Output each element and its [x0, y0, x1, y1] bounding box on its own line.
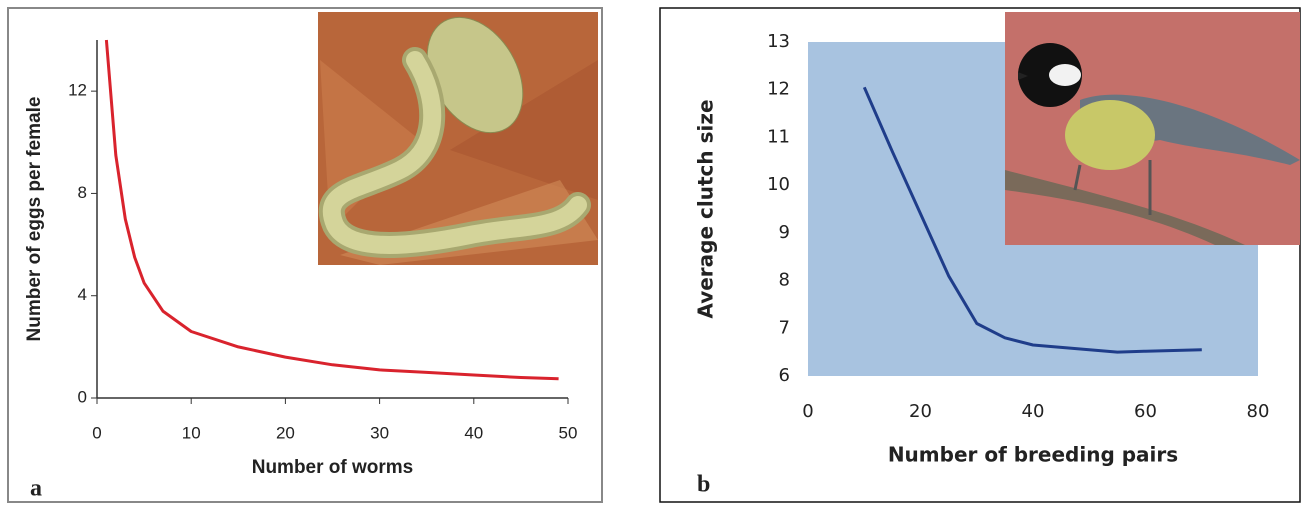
photos — [318, 12, 1300, 265]
y-tick-label: 13 — [767, 31, 790, 52]
y-axis-label: Number of eggs per female — [24, 97, 45, 342]
x-tick-label: 0 — [92, 423, 101, 442]
y-tick-label: 12 — [767, 79, 790, 100]
x-tick-label: 60 — [1134, 401, 1157, 422]
worm-photo — [318, 12, 598, 265]
x-tick-label: 50 — [559, 423, 578, 442]
y-tick-label: 0 — [78, 387, 87, 406]
y-tick-label: 10 — [767, 174, 790, 195]
panel-label: b — [697, 472, 710, 498]
y-tick-label: 6 — [779, 365, 790, 386]
bird-photo — [1005, 12, 1300, 245]
y-tick-label: 8 — [78, 183, 87, 202]
y-axis-label: Average clutch size — [694, 99, 718, 318]
x-tick-label: 40 — [1022, 401, 1045, 422]
x-tick-label: 20 — [909, 401, 932, 422]
x-tick-label: 10 — [182, 423, 201, 442]
y-tick-label: 9 — [779, 222, 790, 243]
x-tick-label: 30 — [370, 423, 389, 442]
y-tick-label: 4 — [78, 285, 87, 304]
y-tick-label: 7 — [779, 317, 790, 338]
x-tick-label: 40 — [464, 423, 483, 442]
x-tick-label: 20 — [276, 423, 295, 442]
y-tick-label: 8 — [779, 270, 790, 291]
x-tick-label: 80 — [1247, 401, 1270, 422]
panel-label: a — [30, 476, 42, 502]
data-line — [862, 86, 1202, 354]
x-axis-label: Number of breeding pairs — [888, 443, 1178, 467]
y-tick-label: 11 — [767, 126, 790, 147]
x-tick-label: 0 — [802, 401, 813, 422]
y-tick-label: 12 — [68, 81, 87, 100]
x-axis-label: Number of worms — [252, 457, 414, 478]
data-line — [104, 39, 559, 381]
